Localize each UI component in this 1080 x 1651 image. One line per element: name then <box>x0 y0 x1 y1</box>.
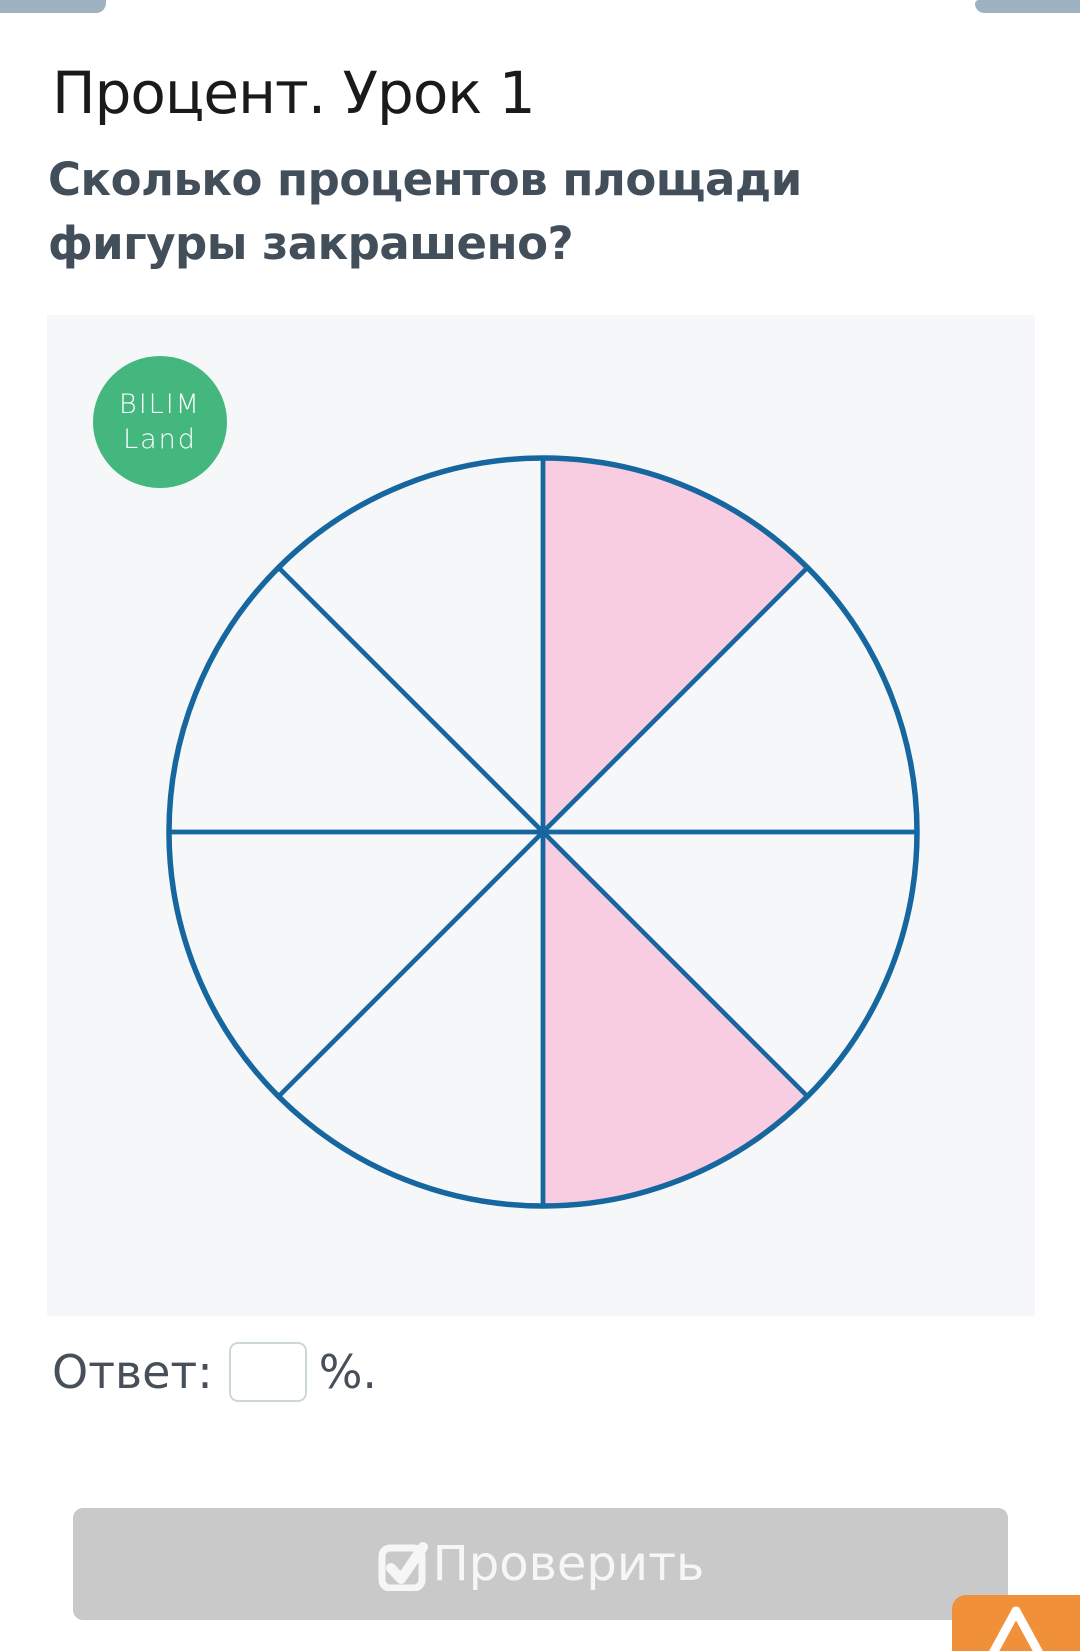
top-left-tab-fragment <box>0 0 106 13</box>
question-text: Сколько процентов площади фигуры закраше… <box>48 153 802 270</box>
answer-label: Ответ: <box>52 1345 213 1399</box>
figure-sector <box>166 829 546 1099</box>
figure-sector <box>276 829 546 1209</box>
answer-percent-suffix: %. <box>318 1345 378 1399</box>
top-right-tab-fragment <box>975 0 1080 13</box>
warning-triangle-icon <box>989 1606 1043 1651</box>
figure-panel: BILIM Land <box>47 315 1035 1316</box>
page-title: Процент. Урок 1 <box>52 58 536 127</box>
figure-outline <box>166 455 920 1209</box>
checkbox-check-icon <box>378 1542 428 1591</box>
logo-line2: Land <box>123 424 197 455</box>
accessibility-widget[interactable] <box>952 1595 1080 1651</box>
figure-sector <box>276 455 546 835</box>
check-button-label: Проверить <box>432 1536 705 1592</box>
figure-sector <box>540 829 810 1209</box>
answer-row: Ответ: %. <box>52 1336 377 1408</box>
logo-line1: BILIM <box>119 388 201 420</box>
figure-sector <box>166 565 546 835</box>
sector-circle-figure <box>166 455 920 1209</box>
answer-input[interactable] <box>228 1342 307 1402</box>
bilimland-logo: BILIM Land <box>93 356 227 488</box>
figure-sector <box>540 455 810 835</box>
check-button[interactable]: Проверить <box>73 1508 1008 1620</box>
